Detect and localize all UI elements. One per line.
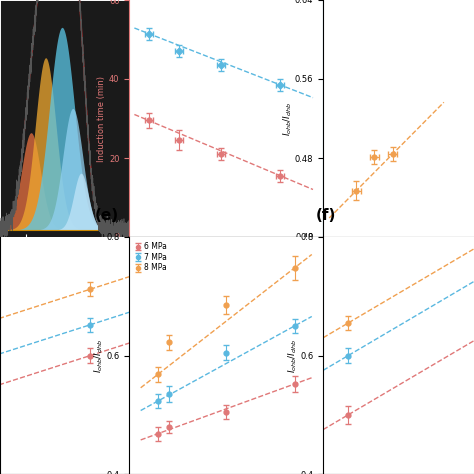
X-axis label: cm⁻¹: cm⁻¹	[55, 252, 74, 261]
Y-axis label: $I_{ohb}/I_{dhb}$: $I_{ohb}/I_{dhb}$	[281, 101, 293, 136]
X-axis label: At: At	[394, 257, 403, 266]
Y-axis label: Induction time (min): Induction time (min)	[97, 75, 106, 162]
Y-axis label: $I_{ohb}/I_{dhb}$: $I_{ohb}/I_{dhb}$	[92, 338, 105, 373]
Text: (f): (f)	[316, 208, 336, 223]
Text: (e): (e)	[94, 208, 118, 223]
Y-axis label: $t_{90}$ (min): $t_{90}$ (min)	[346, 100, 359, 137]
X-axis label: $I_{ohb}/I_{dhb}$: $I_{ohb}/I_{dhb}$	[209, 257, 243, 270]
Legend: 6 MPa, 7 MPa, 8 MPa: 6 MPa, 7 MPa, 8 MPa	[133, 241, 168, 274]
Y-axis label: $I_{ohb}/I_{dhb}$: $I_{ohb}/I_{dhb}$	[286, 338, 299, 373]
